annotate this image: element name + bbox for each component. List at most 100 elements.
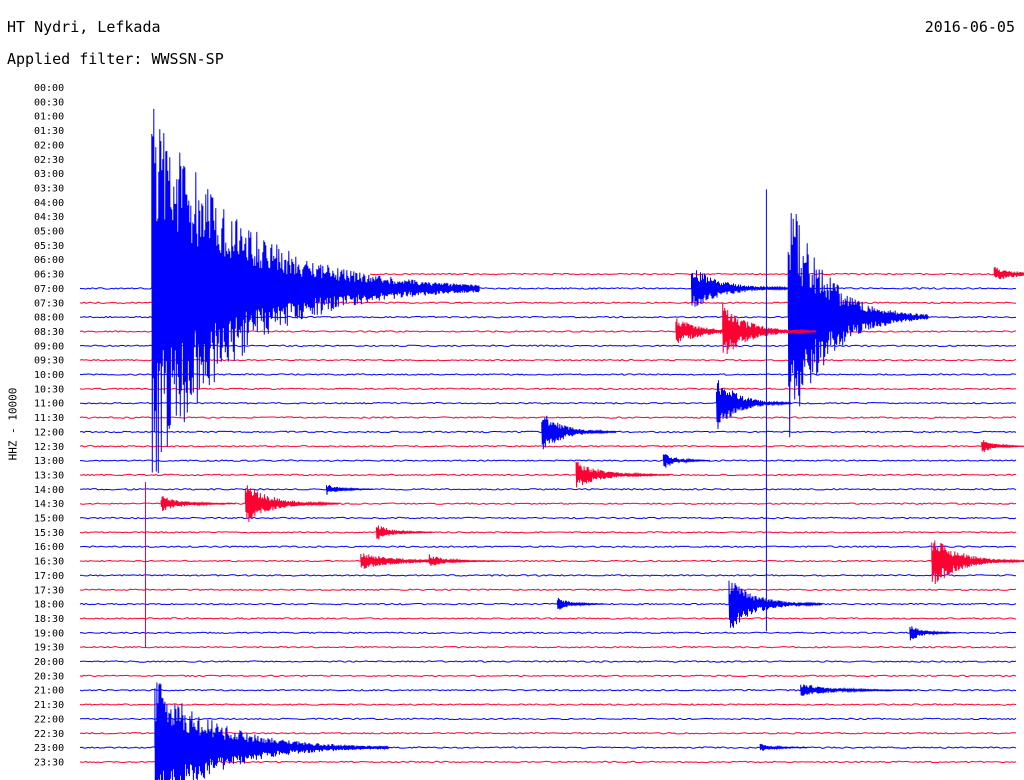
- row-label: 04:00: [34, 198, 64, 209]
- event-waveform: [151, 108, 480, 474]
- event-waveform: [662, 454, 711, 468]
- row-label: 11:30: [34, 413, 64, 424]
- row-label: 11:00: [34, 399, 64, 410]
- row-label: 03:00: [34, 169, 64, 180]
- event-waveform: [160, 496, 236, 511]
- event-waveform: [375, 525, 433, 540]
- traces: [79, 272, 1017, 764]
- row-label: 05:30: [34, 241, 64, 252]
- row-label: 19:30: [34, 643, 64, 654]
- row-labels: 00:00 00:30 01:00 01:30 02:00 02:30 03:00 03:30…: [34, 83, 64, 768]
- row-label: 19:00: [34, 628, 64, 639]
- row-label: 10:00: [34, 370, 64, 381]
- row-label: 13:30: [34, 470, 64, 481]
- row-label: 17:00: [34, 571, 64, 582]
- trace-line: [79, 660, 1017, 663]
- row-label: 00:30: [34, 97, 64, 108]
- row-label: 20:30: [34, 671, 64, 682]
- event-waveform: [800, 684, 913, 696]
- trace-line: [80, 488, 1017, 491]
- row-label: 04:30: [34, 212, 64, 223]
- trace-line: [79, 732, 1017, 735]
- trace-line: [79, 344, 1017, 348]
- event-waveform: [722, 302, 817, 355]
- event-waveform: [541, 415, 617, 450]
- row-label: 10:30: [34, 384, 64, 395]
- event-waveform: [154, 682, 390, 780]
- row-label: 20:00: [34, 657, 64, 668]
- trace-line: [79, 674, 1017, 678]
- event-waveform: [691, 270, 804, 307]
- row-label: 09:00: [34, 341, 64, 352]
- trace-line: [79, 617, 1017, 620]
- trace-line: [79, 574, 1017, 577]
- row-label: 01:00: [34, 112, 64, 123]
- row-label: 21:30: [34, 700, 64, 711]
- event-waveform: [428, 554, 486, 567]
- row-label: 18:30: [34, 614, 64, 625]
- event-waveform: [931, 540, 1024, 585]
- trace-line: [79, 760, 1017, 764]
- row-label: 02:00: [34, 140, 64, 151]
- row-label: 12:00: [34, 427, 64, 438]
- event-waveform: [909, 626, 957, 641]
- trace-line: [79, 545, 1017, 548]
- trace-line: [79, 631, 1017, 635]
- row-label: 18:00: [34, 600, 64, 611]
- row-label: 00:00: [34, 83, 64, 94]
- row-label: 23:30: [34, 757, 64, 768]
- date-label: 2016-06-05: [924, 18, 1015, 36]
- row-label: 01:30: [34, 126, 64, 137]
- event-waveform: [326, 484, 374, 495]
- row-label: 08:30: [34, 327, 64, 338]
- row-label: 03:30: [34, 183, 64, 194]
- trace-line: [79, 401, 1017, 405]
- event-waveform: [716, 380, 792, 429]
- station-title: HT Nydri, Lefkada: [7, 18, 161, 36]
- event-waveform: [556, 597, 605, 610]
- row-label: 16:30: [34, 557, 64, 568]
- row-label: 02:30: [34, 155, 64, 166]
- trace-line: [79, 387, 1017, 391]
- trace-line: [80, 645, 1017, 649]
- event-waveform: [575, 461, 670, 488]
- trace-line: [79, 473, 1016, 477]
- row-label: 07:00: [34, 284, 64, 295]
- trace-line: [79, 717, 1017, 721]
- trace-line: [79, 445, 1017, 448]
- trace-line: [79, 588, 1017, 591]
- event-waveform: [981, 440, 1024, 453]
- row-label: 07:30: [34, 298, 64, 309]
- row-label: 06:30: [34, 270, 64, 281]
- row-label: 12:30: [34, 442, 64, 453]
- row-label: 16:00: [34, 542, 64, 553]
- trace-line: [79, 602, 1017, 606]
- trace-line: [79, 358, 1017, 362]
- row-label: 14:00: [34, 485, 64, 496]
- event-waveform: [244, 485, 340, 523]
- trace-line: [79, 531, 1017, 534]
- row-label: 22:00: [34, 714, 64, 725]
- row-label: 21:00: [34, 686, 64, 697]
- row-label: 13:00: [34, 456, 64, 467]
- trace-line: [79, 516, 1017, 520]
- row-label: 15:00: [34, 514, 64, 525]
- event-waveform: [728, 580, 823, 628]
- filter-label: Applied filter: WWSSN-SP: [7, 50, 224, 68]
- row-label: 15:30: [34, 528, 64, 539]
- trace-line: [79, 703, 1017, 706]
- event-waveform: [759, 743, 807, 751]
- event-waveform: [787, 213, 929, 438]
- trace-line: [80, 459, 1017, 462]
- row-label: 06:00: [34, 255, 64, 266]
- row-label: 17:30: [34, 585, 64, 596]
- trace-line: [79, 416, 1017, 419]
- events: [145, 108, 1024, 780]
- row-label: 23:00: [34, 743, 64, 754]
- row-label: 08:00: [34, 313, 64, 324]
- trace-line: [79, 559, 1016, 563]
- row-label: 14:30: [34, 499, 64, 510]
- row-label: 05:00: [34, 227, 64, 238]
- event-waveform: [993, 267, 1024, 280]
